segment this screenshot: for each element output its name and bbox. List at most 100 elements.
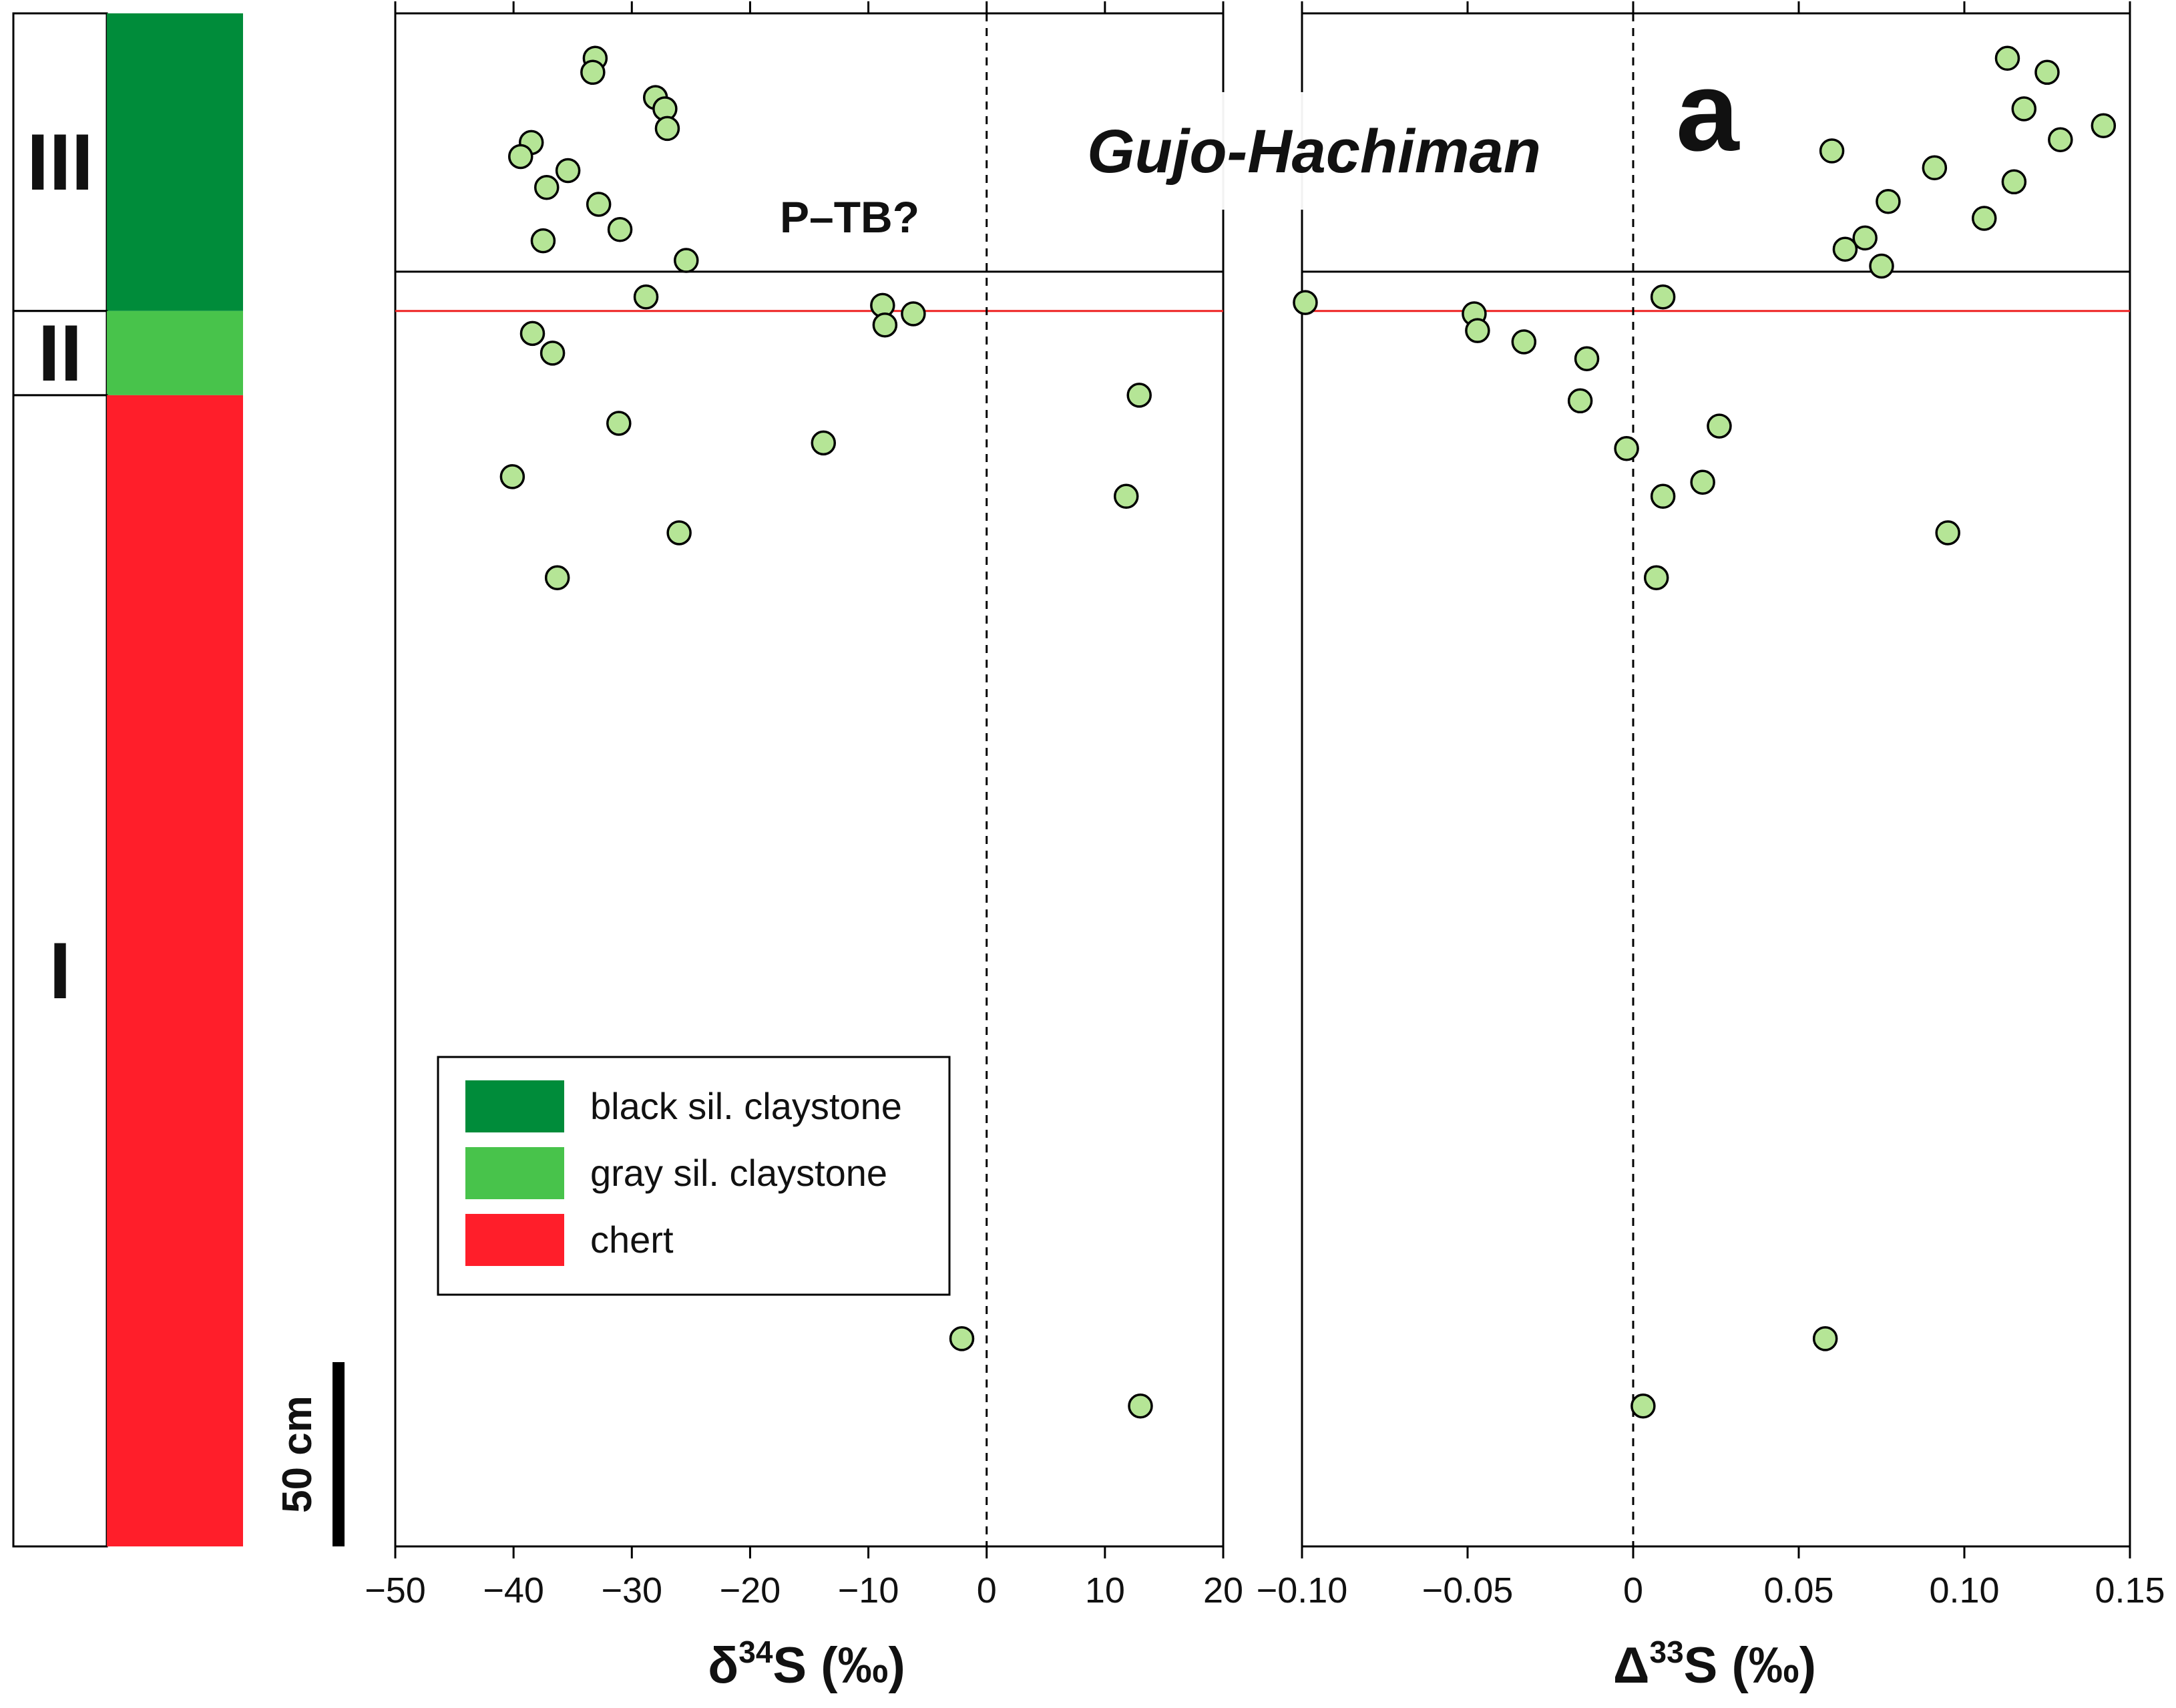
unit-box-1 bbox=[12, 12, 108, 312]
lithology-bar-1 bbox=[107, 13, 243, 311]
legend-swatch-1 bbox=[465, 1080, 564, 1132]
data-point-D33S bbox=[1922, 155, 1948, 181]
x-title-sup-Delta33S: 33 bbox=[1650, 1635, 1684, 1669]
data-point-d34S bbox=[586, 192, 612, 217]
data-point-d34S bbox=[1128, 1393, 1153, 1419]
data-point-D33S bbox=[1832, 236, 1858, 262]
data-point-d34S bbox=[633, 284, 659, 310]
scale-bar-label: 50 cm bbox=[274, 1396, 320, 1513]
x-tick-label-D33S: 0.10 bbox=[1929, 1570, 1999, 1611]
data-point-d34S bbox=[508, 144, 533, 170]
x-tick-label-D33S: −0.10 bbox=[1257, 1570, 1348, 1611]
x-title-suffix-delta34S: S (‰) bbox=[773, 1637, 905, 1694]
x-title-prefix-delta34S: δ bbox=[708, 1637, 738, 1694]
data-point-d34S bbox=[1113, 483, 1139, 509]
data-point-d34S bbox=[606, 411, 632, 436]
data-point-D33S bbox=[1690, 469, 1715, 495]
data-point-D33S bbox=[1465, 318, 1490, 343]
site-title-background bbox=[1170, 92, 1354, 210]
data-point-D33S bbox=[1650, 483, 1676, 509]
x-tick-label-d34S: −30 bbox=[601, 1570, 662, 1611]
data-point-D33S bbox=[2001, 169, 2027, 195]
data-point-d34S bbox=[949, 1326, 975, 1351]
data-point-D33S bbox=[1994, 45, 2020, 71]
unit-label-III: III bbox=[27, 118, 93, 207]
data-point-D33S bbox=[1293, 290, 1318, 315]
scale-bar-line bbox=[333, 1362, 345, 1546]
data-point-D33S bbox=[1812, 1326, 1838, 1351]
x-title-suffix-Delta33S: S (‰) bbox=[1684, 1637, 1816, 1694]
legend: black sil. claystone gray sil. claystone c… bbox=[437, 1056, 951, 1296]
panel-delta34S: −50 −40 −30 −20 −10 0 10 20 P–TB? δ34S (‰) bbox=[365, 1, 1243, 1694]
x-axis-title-Delta33S: Δ33S (‰) bbox=[1613, 1635, 1816, 1694]
plot-content-delta34S: −50 −40 −30 −20 −10 0 10 20 bbox=[365, 1, 1243, 1611]
x-axis-title-delta34S: δ34S (‰) bbox=[708, 1635, 905, 1694]
data-point-d34S bbox=[539, 341, 566, 366]
lithology-bar-3 bbox=[107, 395, 243, 1546]
legend-swatch-3 bbox=[465, 1214, 564, 1266]
data-point-D33S bbox=[1972, 206, 1997, 231]
data-point-D33S bbox=[1707, 413, 1732, 439]
unit-label-I: I bbox=[49, 926, 71, 1016]
data-point-d34S bbox=[872, 312, 898, 338]
site-title: Gujo-Hachiman bbox=[1087, 118, 1541, 186]
x-tick-label-d34S: −50 bbox=[365, 1570, 426, 1611]
data-point-D33S bbox=[2011, 96, 2037, 122]
data-point-D33S bbox=[1935, 520, 1960, 546]
x-title-sup-delta34S: 34 bbox=[738, 1635, 773, 1669]
data-point-D33S bbox=[1643, 565, 1669, 590]
data-point-d34S bbox=[901, 301, 926, 327]
unit-label-II: II bbox=[38, 308, 83, 398]
data-point-d34S bbox=[1126, 383, 1152, 408]
data-point-d34S bbox=[654, 116, 680, 142]
data-point-D33S bbox=[2034, 59, 2060, 85]
legend-label-1: black sil. claystone bbox=[590, 1085, 902, 1127]
data-point-D33S bbox=[1819, 138, 1845, 164]
x-tick-label-d34S: −40 bbox=[483, 1570, 544, 1611]
panel-Delta33S: −0.10 −0.05 0 0.05 0.10 0.15 Δ33S (‰) a bbox=[1257, 1, 2165, 1694]
data-point-D33S bbox=[1852, 225, 1878, 251]
data-point-d34S bbox=[519, 321, 546, 347]
x-tick-label-d34S: 10 bbox=[1085, 1570, 1125, 1611]
data-point-D33S bbox=[1650, 284, 1676, 310]
plot-content-Delta33S: −0.10 −0.05 0 0.05 0.10 0.15 bbox=[1257, 1, 2165, 1611]
data-point-D33S bbox=[1574, 346, 1600, 371]
x-tick-label-d34S: 0 bbox=[977, 1570, 997, 1611]
unit-box-3 bbox=[12, 394, 108, 1548]
x-tick-label-d34S: 20 bbox=[1203, 1570, 1243, 1611]
x-tick-label-d34S: −10 bbox=[838, 1570, 899, 1611]
data-point-d34S bbox=[499, 464, 525, 489]
x-tick-label-D33S: 0 bbox=[1623, 1570, 1643, 1611]
data-point-D33S bbox=[1630, 1393, 1656, 1419]
x-tick-label-D33S: 0.15 bbox=[2095, 1570, 2165, 1611]
data-point-d34S bbox=[533, 174, 560, 200]
legend-label-2: gray sil. claystone bbox=[590, 1152, 887, 1194]
data-point-D33S bbox=[1567, 388, 1593, 414]
panel-letter: a bbox=[1676, 48, 1740, 175]
data-point-d34S bbox=[607, 217, 633, 242]
data-point-d34S bbox=[811, 430, 837, 456]
legend-label-3: chert bbox=[590, 1219, 674, 1261]
plot-frame-Delta33S bbox=[1301, 12, 2131, 1548]
data-point-d34S bbox=[530, 228, 556, 254]
data-point-d34S bbox=[674, 248, 699, 273]
data-point-d34S bbox=[544, 565, 570, 590]
data-point-D33S bbox=[2091, 113, 2117, 138]
x-title-prefix-Delta33S: Δ bbox=[1613, 1637, 1650, 1694]
scale-bar: 50 cm bbox=[274, 1362, 345, 1546]
data-point-d34S bbox=[580, 59, 606, 85]
data-point-D33S bbox=[1876, 188, 1901, 214]
plot-frame-delta34S bbox=[394, 12, 1225, 1548]
x-tick-label-D33S: −0.05 bbox=[1422, 1570, 1514, 1611]
data-point-D33S bbox=[1869, 253, 1894, 279]
legend-swatch-2 bbox=[465, 1147, 564, 1199]
data-point-D33S bbox=[2048, 127, 2073, 152]
x-tick-label-D33S: 0.05 bbox=[1763, 1570, 1833, 1611]
x-tick-label-d34S: −20 bbox=[720, 1570, 781, 1611]
site-title-box: Gujo-Hachiman bbox=[1087, 92, 1541, 210]
unit-box-2 bbox=[12, 310, 108, 397]
data-point-D33S bbox=[1511, 329, 1537, 355]
data-point-d34S bbox=[555, 158, 581, 184]
